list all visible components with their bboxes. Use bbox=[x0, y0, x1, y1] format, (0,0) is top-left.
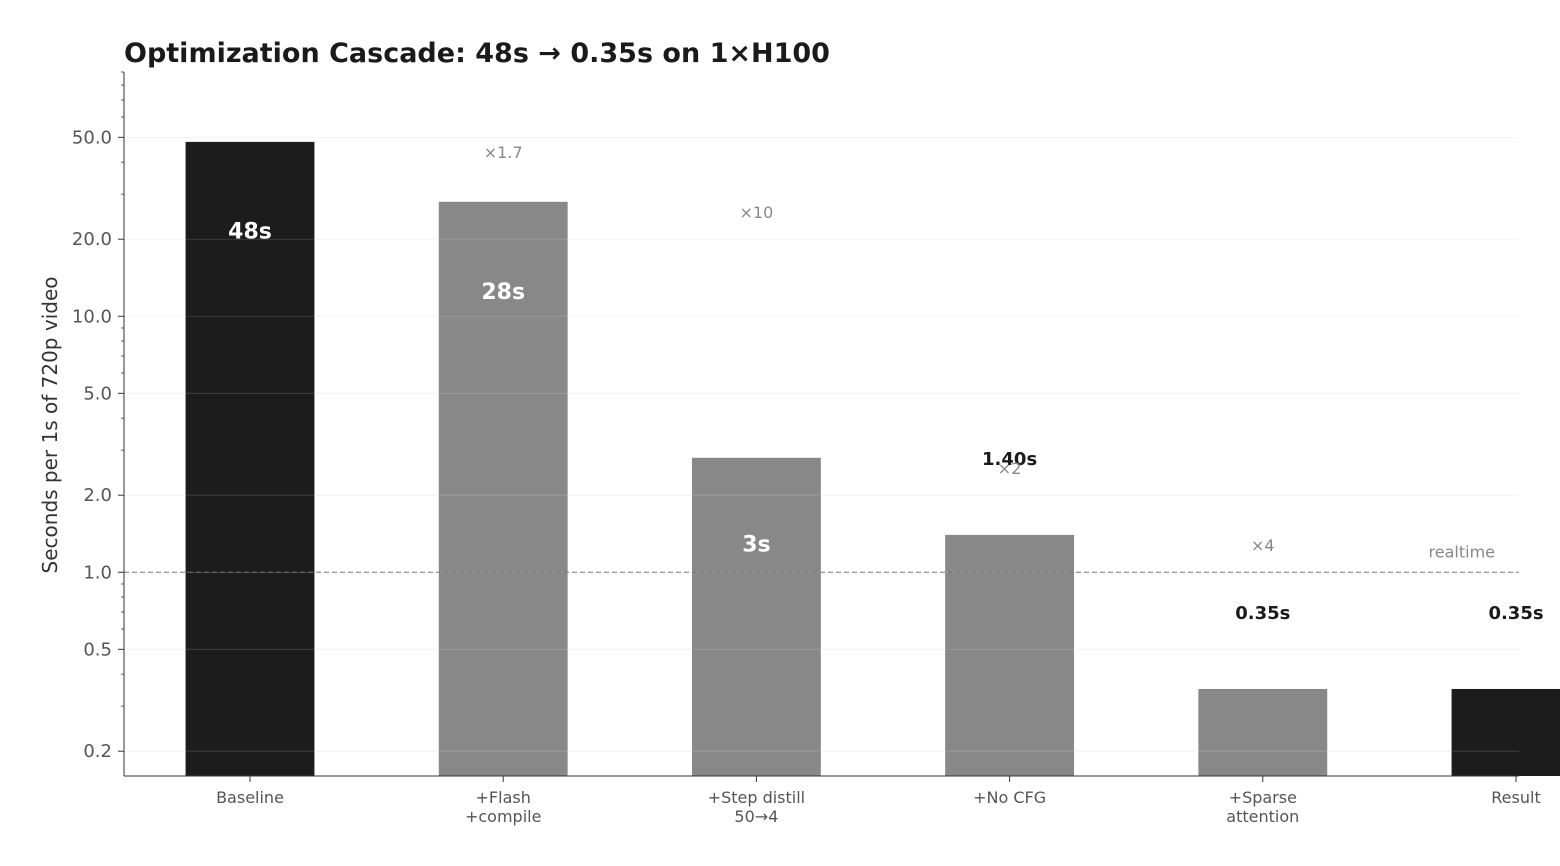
bar bbox=[691, 457, 821, 776]
bar-value-label: 48s bbox=[228, 220, 272, 245]
reference-line: realtime bbox=[124, 542, 1519, 573]
y-tick-label: 50.0 bbox=[72, 127, 112, 148]
bar-labels: 48s 28s 3s 1.40s 0.35s 0.35s ×1.7 ×10 ×2 ×4 bbox=[228, 143, 1543, 624]
y-axis-label: Seconds per 1s of 720p video bbox=[38, 277, 62, 574]
x-tick-label: Result bbox=[1491, 788, 1540, 807]
x-tick-label: +Flash bbox=[476, 788, 531, 807]
y-tick-label: 1.0 bbox=[83, 562, 112, 583]
x-tick-label: attention bbox=[1226, 807, 1299, 826]
bar-value-label: 0.35s bbox=[1235, 603, 1290, 624]
bar bbox=[438, 201, 568, 776]
bar bbox=[945, 534, 1075, 776]
x-tick-label: +compile bbox=[465, 807, 541, 826]
y-tick-label: 10.0 bbox=[72, 306, 112, 327]
y-tick-label: 0.2 bbox=[83, 741, 112, 762]
grid-lines bbox=[124, 136, 1519, 752]
speedup-label: ×1.7 bbox=[484, 143, 523, 162]
x-tick-label: +Step distill bbox=[708, 788, 805, 807]
bars bbox=[124, 136, 1560, 777]
chart-title: Optimization Cascade: 48s → 0.35s on 1×H… bbox=[124, 38, 830, 69]
bar-value-label: 1.40s bbox=[982, 449, 1037, 470]
x-tick-label: +Sparse bbox=[1229, 788, 1297, 807]
bar bbox=[185, 141, 315, 777]
realtime-label: realtime bbox=[1429, 542, 1495, 561]
y-tick-label: 2.0 bbox=[83, 485, 112, 506]
speedup-label: ×10 bbox=[740, 203, 774, 222]
x-tick-label: Baseline bbox=[216, 788, 284, 807]
axes: 0.2 0.5 1.0 2.0 5.0 10.0 20.0 50.0 Baseline +Flas… bbox=[72, 71, 1541, 826]
y-tick-label: 0.5 bbox=[83, 639, 112, 660]
y-tick-label: 20.0 bbox=[72, 229, 112, 250]
y-tick-label: 5.0 bbox=[83, 383, 112, 404]
speedup-label: ×2 bbox=[998, 459, 1022, 478]
bar-value-label: 28s bbox=[481, 280, 525, 305]
speedup-label: ×4 bbox=[1251, 536, 1275, 555]
bar bbox=[1198, 688, 1328, 776]
x-tick-label: 50→4 bbox=[734, 807, 778, 826]
x-tick-label: +No CFG bbox=[973, 788, 1046, 807]
bar-value-label: 0.35s bbox=[1488, 603, 1543, 624]
bar-value-label: 3s bbox=[742, 533, 770, 558]
bar bbox=[1451, 688, 1560, 776]
